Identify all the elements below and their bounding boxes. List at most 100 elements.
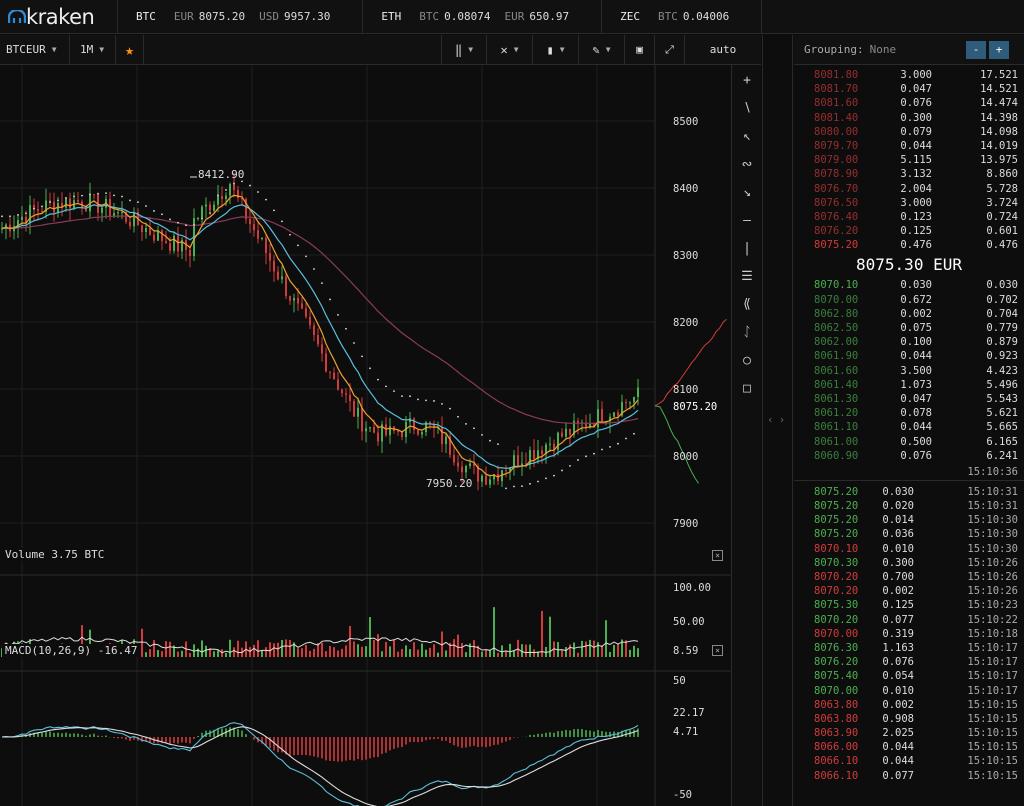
- bid-row[interactable]: 8060.90 0.076 6.241: [794, 449, 1024, 463]
- ask-row[interactable]: 8076.70 2.004 5.728: [794, 182, 1024, 196]
- ask-row[interactable]: 8081.60 0.076 14.474: [794, 96, 1024, 110]
- draw-button[interactable]: ✎ ▼: [579, 34, 625, 65]
- bid-row[interactable]: 8061.60 3.500 4.423: [794, 364, 1024, 378]
- candle-body: [325, 353, 327, 372]
- sar-dot: [193, 223, 195, 226]
- sar-dot: [401, 395, 403, 397]
- ask-row[interactable]: 8079.00 5.115 13.975: [794, 153, 1024, 167]
- horizontal-line-tool[interactable]: —: [732, 210, 762, 232]
- macd-histogram-bar: [313, 737, 315, 757]
- bid-row[interactable]: 8062.80 0.002 0.704: [794, 307, 1024, 321]
- ask-row[interactable]: 8079.70 0.044 14.019: [794, 139, 1024, 153]
- favorite-button[interactable]: ★: [116, 34, 144, 65]
- trade-price: 8070.20: [814, 571, 859, 583]
- sar-dot: [297, 244, 299, 247]
- ray-tool[interactable]: ↖: [732, 126, 762, 148]
- candle-body: [21, 216, 23, 221]
- indicators-button[interactable]: ✕ ▼: [487, 34, 533, 65]
- trade-time: 15:10:15: [967, 769, 1018, 782]
- ask-row[interactable]: 8081.80 3.000 17.521: [794, 68, 1024, 82]
- arrow-tool[interactable]: ↘: [732, 182, 762, 204]
- ask-row[interactable]: 8078.90 3.132 8.860: [794, 167, 1024, 181]
- scale-mode-button[interactable]: auto: [685, 35, 761, 65]
- bid-row[interactable]: 8062.50 0.075 0.779: [794, 321, 1024, 335]
- row-price: 8076.70: [814, 182, 859, 195]
- trade-time: 15:10:26: [967, 571, 1018, 583]
- grouping-value[interactable]: None: [869, 43, 897, 56]
- macd-histogram-bar: [213, 729, 215, 737]
- candle-body: [293, 297, 295, 301]
- trade-time: 15:10:15: [967, 755, 1018, 768]
- sar-dot: [129, 199, 131, 202]
- ticker-eth[interactable]: ETH BTC 0.08074 EUR 650.97: [363, 0, 603, 34]
- trade-history: 8075.20 0.030 15:10:31 8075.20 0.020 15:10:31…: [794, 485, 1024, 783]
- fullscreen-button[interactable]: ⤢: [655, 34, 685, 65]
- bid-row[interactable]: 8061.10 0.044 5.665: [794, 420, 1024, 434]
- ticker-btc[interactable]: BTC EUR 8075.20 USD 9957.30: [118, 0, 364, 34]
- interval-selector[interactable]: 1M ▼: [70, 34, 116, 65]
- trade-price: 8070.20: [814, 585, 859, 598]
- pitchfork-tool[interactable]: ᛇ: [732, 322, 762, 344]
- macd-histogram-bar: [241, 730, 243, 737]
- ask-row[interactable]: 8081.70 0.047 14.521: [794, 82, 1024, 96]
- studies-button[interactable]: ▮ ▼: [533, 34, 579, 65]
- kraken-logo[interactable]: kraken: [0, 0, 118, 34]
- close-volume-button[interactable]: ×: [712, 550, 723, 561]
- candle-body: [365, 428, 367, 432]
- crosshair-tool[interactable]: +: [732, 70, 762, 92]
- bid-row[interactable]: 8062.00 0.100 0.879: [794, 335, 1024, 349]
- ask-row[interactable]: 8076.50 3.000 3.724: [794, 196, 1024, 210]
- macd-histogram-bar: [477, 737, 479, 748]
- volume-bar: [201, 640, 203, 657]
- bid-row[interactable]: 8070.10 0.030 0.030: [794, 278, 1024, 292]
- curve-tool[interactable]: ∾: [732, 154, 762, 176]
- low-annotation: 7950.20: [426, 477, 472, 490]
- panel-collapse-gutter[interactable]: ‹›: [762, 35, 793, 806]
- fan-tool[interactable]: ⟪: [732, 294, 762, 316]
- bid-row[interactable]: 8061.00 0.500 6.165: [794, 435, 1024, 449]
- bid-row[interactable]: 8061.20 0.078 5.621: [794, 406, 1024, 420]
- macd-histogram-bar: [33, 732, 35, 737]
- ask-row[interactable]: 8080.00 0.079 14.098: [794, 125, 1024, 139]
- fib-tool[interactable]: ☰: [732, 266, 762, 288]
- price-tick: 8300: [673, 250, 698, 262]
- grouping-bar: Grouping: None - +: [794, 35, 1024, 65]
- circle-tool[interactable]: ○: [732, 350, 762, 372]
- bid-row[interactable]: 8061.30 0.047 5.543: [794, 392, 1024, 406]
- row-amount: 1.073: [900, 378, 932, 391]
- row-amount: 0.030: [900, 279, 932, 292]
- ticker-zec[interactable]: ZEC BTC 0.04006: [602, 0, 763, 34]
- ask-row[interactable]: 8076.40 0.123 0.724: [794, 210, 1024, 224]
- snapshot-button[interactable]: ▣: [625, 34, 655, 65]
- candle-body: [313, 325, 315, 335]
- bars-icon: ▮: [546, 42, 554, 57]
- close-macd-button[interactable]: ×: [712, 645, 723, 656]
- volume-bar: [281, 639, 283, 657]
- trendline-tool[interactable]: ∖: [732, 98, 762, 120]
- rectangle-tool[interactable]: □: [732, 378, 762, 400]
- ask-row[interactable]: 8075.20 0.476 0.476: [794, 238, 1024, 252]
- ask-row[interactable]: 8076.20 0.125 0.601: [794, 224, 1024, 238]
- candle-body: [289, 296, 291, 301]
- trade-price: 8075.40: [814, 670, 859, 683]
- pair-selector[interactable]: BTCEUR ▼: [0, 34, 70, 65]
- vertical-line-tool[interactable]: |: [732, 238, 762, 260]
- chart-type-button[interactable]: ‖ ▼: [441, 34, 487, 65]
- row-total: 0.702: [986, 293, 1018, 306]
- ask-depth-line: [654, 318, 727, 407]
- grouping-minus-button[interactable]: -: [966, 41, 986, 59]
- bid-row[interactable]: 8061.90 0.044 0.923: [794, 349, 1024, 363]
- bid-row[interactable]: 8061.40 1.073 5.496: [794, 378, 1024, 392]
- price-chart[interactable]: 8412.90 7950.20 8500 8400 8300 8200 8100 8000 79…: [0, 65, 731, 806]
- volume-bar: [181, 650, 183, 657]
- bid-row[interactable]: 8070.00 0.672 0.702: [794, 293, 1024, 307]
- candle-body: [281, 276, 283, 280]
- volume-bar: [465, 652, 467, 657]
- macd-tick: -50: [673, 789, 692, 801]
- ask-row[interactable]: 8081.40 0.300 14.398: [794, 111, 1024, 125]
- macd-tick: 50: [673, 675, 686, 687]
- volume-bar: [565, 647, 567, 657]
- grouping-plus-button[interactable]: +: [989, 41, 1009, 59]
- candle-body: [625, 402, 627, 404]
- candle-body: [61, 202, 63, 208]
